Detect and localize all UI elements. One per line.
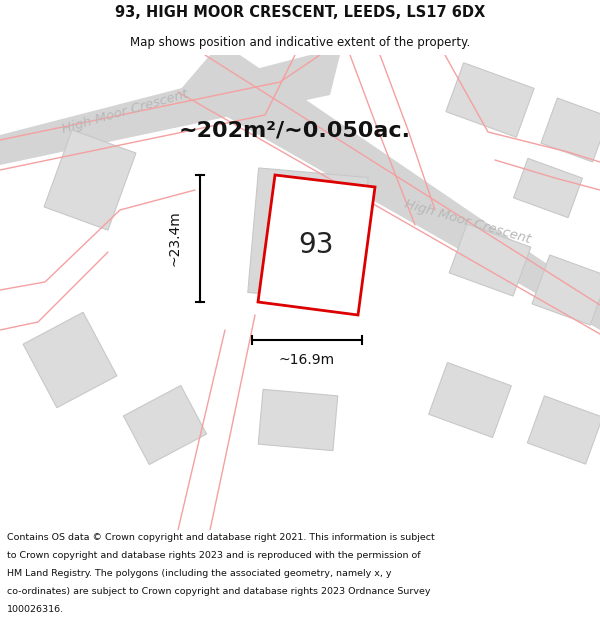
Polygon shape (514, 158, 583, 218)
Polygon shape (23, 312, 117, 408)
Polygon shape (124, 386, 206, 464)
Polygon shape (532, 255, 600, 325)
Text: ~23.4m: ~23.4m (168, 211, 182, 266)
Text: High Moor Crescent: High Moor Crescent (61, 88, 190, 136)
Text: ~16.9m: ~16.9m (279, 353, 335, 367)
Polygon shape (258, 389, 338, 451)
Text: High Moor Crescent: High Moor Crescent (403, 198, 533, 246)
Polygon shape (44, 130, 136, 230)
Text: Contains OS data © Crown copyright and database right 2021. This information is : Contains OS data © Crown copyright and d… (7, 533, 435, 542)
Text: HM Land Registry. The polygons (including the associated geometry, namely x, y: HM Land Registry. The polygons (includin… (7, 569, 392, 578)
Text: 93: 93 (299, 231, 334, 259)
Text: to Crown copyright and database rights 2023 and is reproduced with the permissio: to Crown copyright and database rights 2… (7, 551, 421, 560)
Polygon shape (541, 98, 600, 162)
Polygon shape (0, 55, 340, 165)
Polygon shape (248, 168, 368, 302)
Polygon shape (527, 396, 600, 464)
Polygon shape (258, 175, 375, 315)
Text: 100026316.: 100026316. (7, 605, 64, 614)
Text: ~202m²/~0.050ac.: ~202m²/~0.050ac. (179, 120, 411, 140)
Text: co-ordinates) are subject to Crown copyright and database rights 2023 Ordnance S: co-ordinates) are subject to Crown copyr… (7, 587, 431, 596)
Text: 93, HIGH MOOR CRESCENT, LEEDS, LS17 6DX: 93, HIGH MOOR CRESCENT, LEEDS, LS17 6DX (115, 4, 485, 19)
Polygon shape (180, 55, 600, 330)
Polygon shape (428, 362, 511, 438)
Text: Map shows position and indicative extent of the property.: Map shows position and indicative extent… (130, 36, 470, 49)
Polygon shape (446, 62, 534, 138)
Polygon shape (449, 224, 531, 296)
